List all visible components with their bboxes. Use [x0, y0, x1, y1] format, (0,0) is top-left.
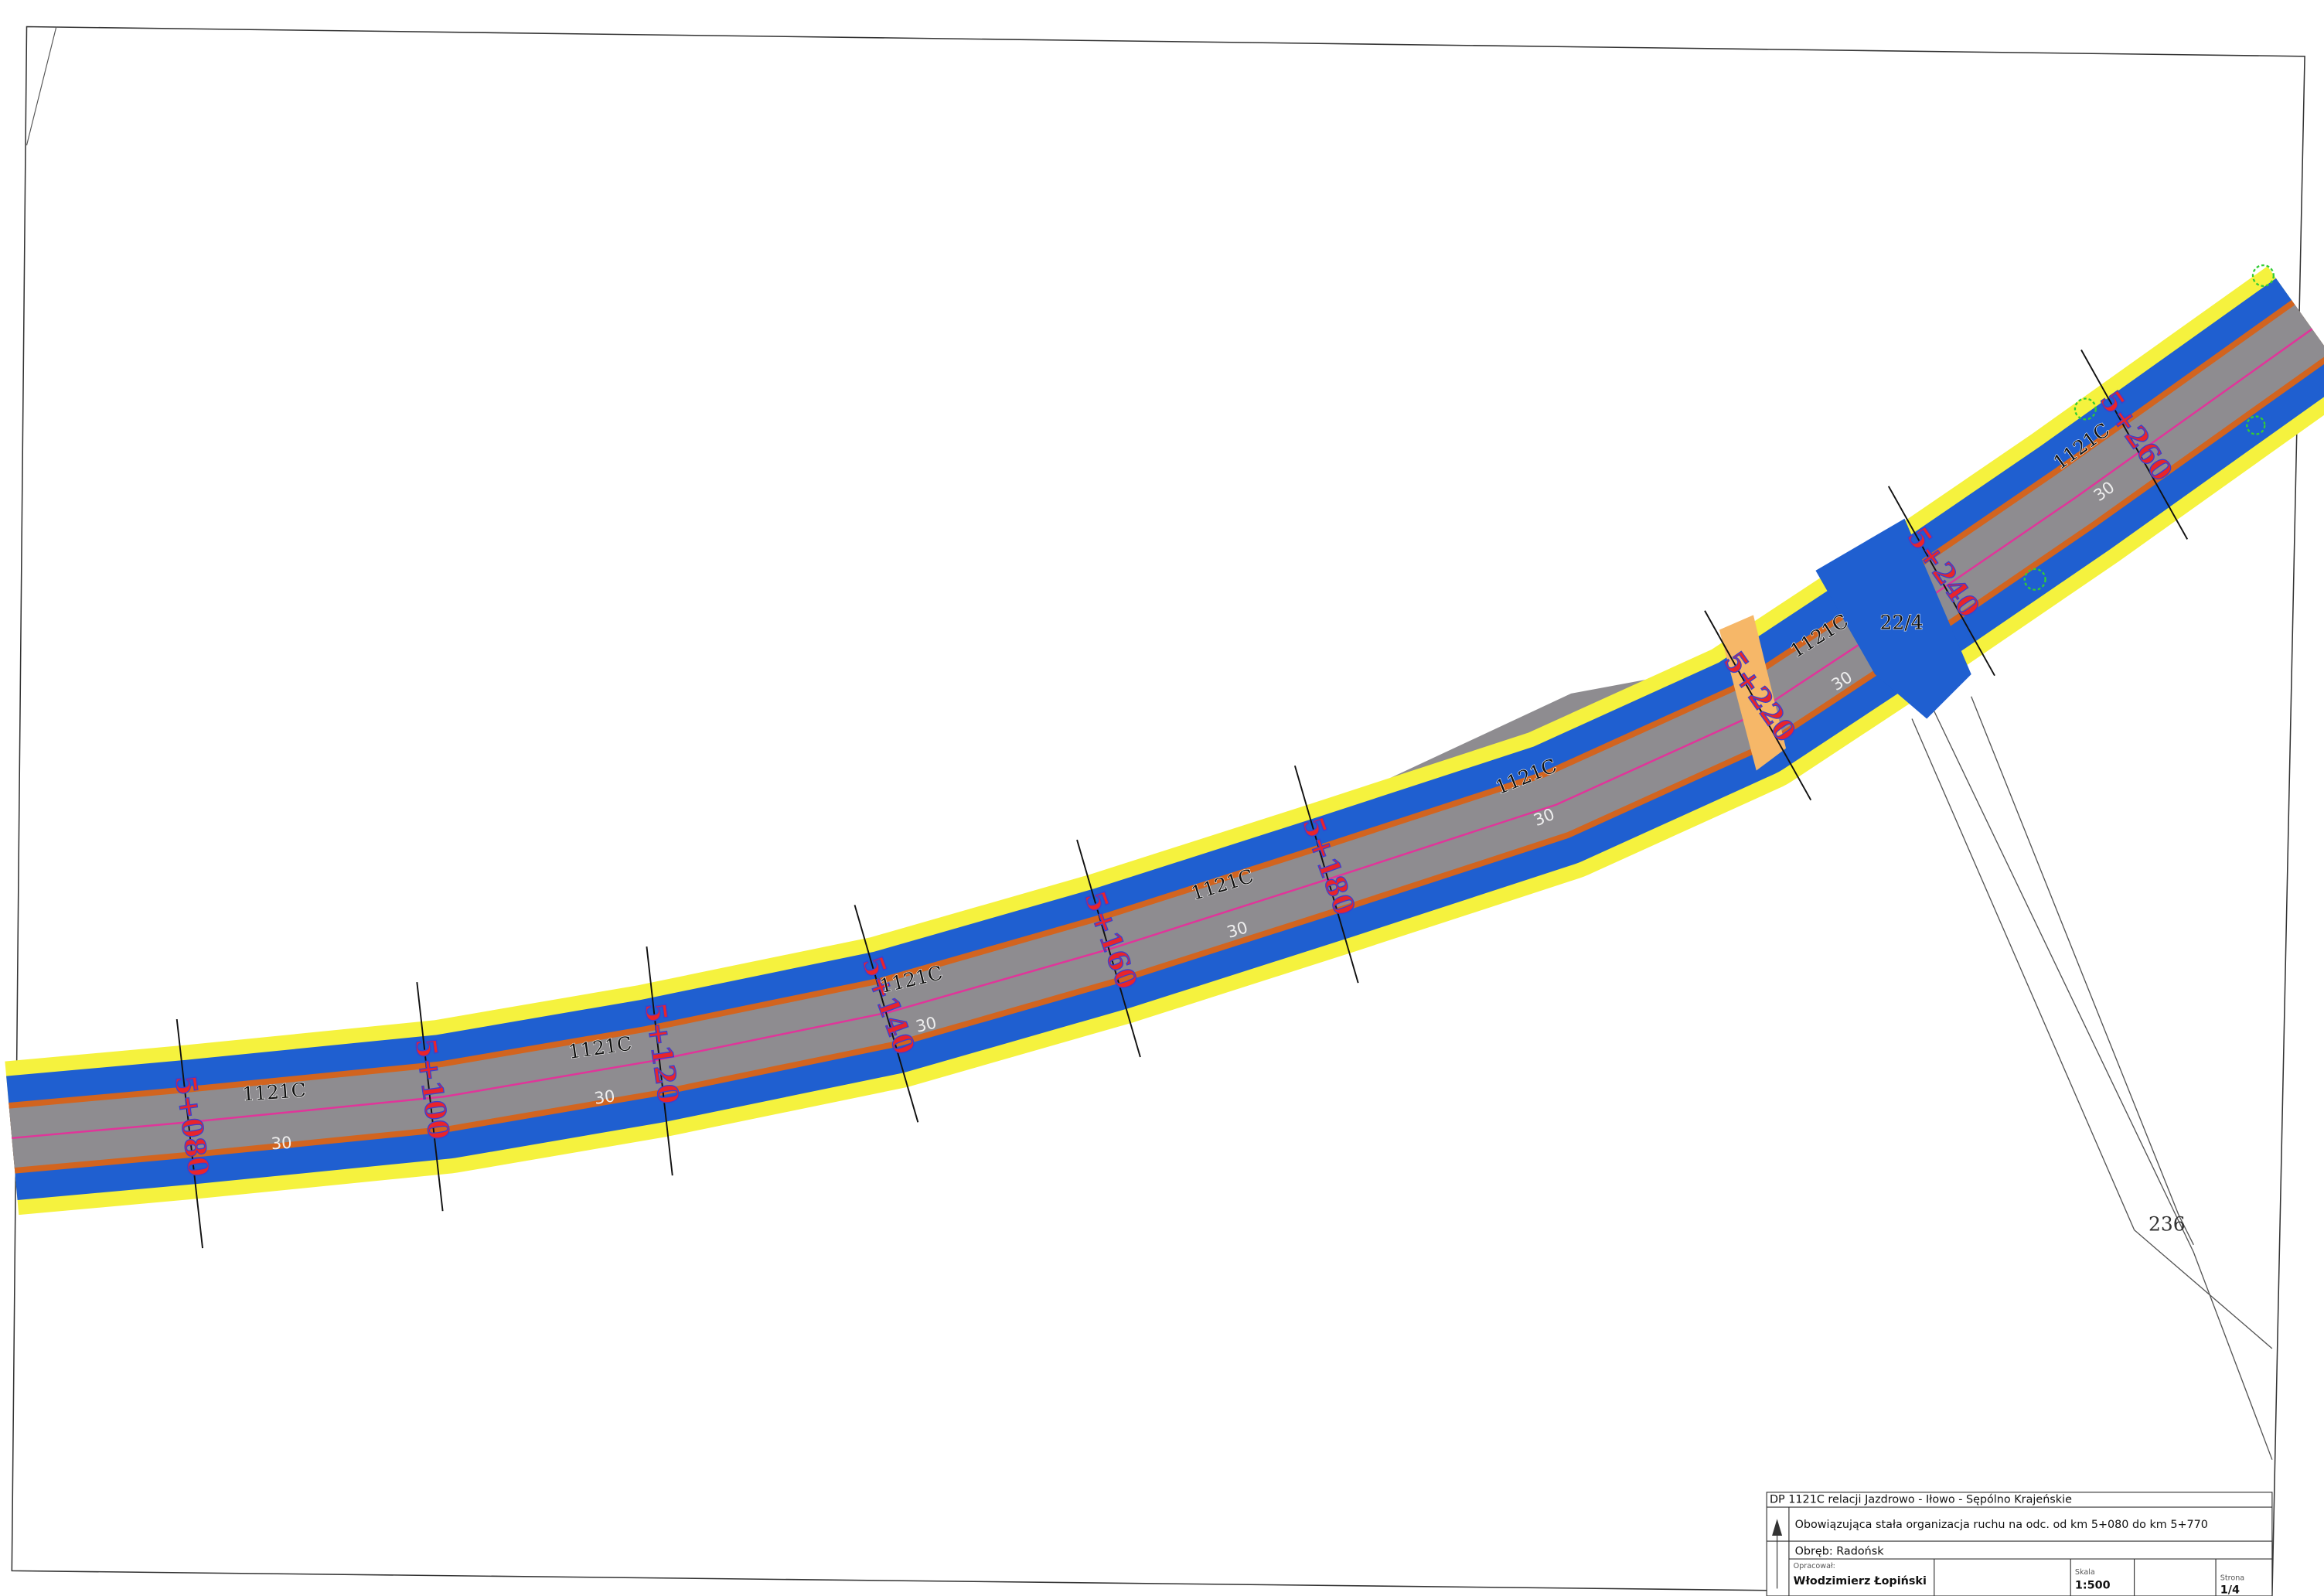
area: Obręb: Radońsk	[1795, 1546, 1885, 1558]
subject: Obowiązująca stała organizacja ruchu na …	[1795, 1519, 2208, 1531]
station-tick	[1704, 610, 1812, 801]
road-name: DP 1121C relacji Jazdrowo - Iłowo - Sępó…	[1770, 1493, 2072, 1506]
tree	[2246, 415, 2266, 435]
author-label: Opracował:	[1794, 1562, 1835, 1570]
verge	[5, 266, 2324, 1216]
station-tick	[1076, 839, 1141, 1058]
station-tick	[2080, 350, 2189, 540]
parcel-line	[1971, 696, 2194, 1246]
parcel-number: 22/4	[1880, 611, 1924, 633]
trees	[2023, 264, 2275, 591]
carriageway	[9, 305, 2324, 1168]
north-arrow-head	[1772, 1519, 1783, 1536]
road-number: 1121C	[241, 1079, 306, 1106]
road-edge	[9, 299, 2324, 1174]
centreline	[12, 328, 2313, 1140]
speed-limit: 30	[593, 1086, 616, 1107]
paved-area	[1815, 518, 1971, 719]
ditch	[6, 278, 2324, 1200]
sheet-frame	[11, 26, 2305, 1596]
parcel-line	[1934, 711, 2273, 1460]
title-block	[1766, 1492, 2273, 1596]
station-tick	[646, 946, 673, 1176]
page-label: Strona	[2220, 1574, 2244, 1583]
station-tick	[854, 905, 919, 1123]
author: Włodzimierz Łopiński	[1794, 1575, 1927, 1587]
tree	[2074, 397, 2097, 421]
parcel-line	[1911, 718, 2273, 1349]
boundary-line	[26, 26, 57, 145]
scale: 1:500	[2075, 1580, 2111, 1592]
road	[5, 266, 2324, 1216]
station-tick	[1293, 765, 1359, 984]
station-ticks	[175, 350, 2189, 1249]
station-tick	[1887, 486, 1995, 677]
page: 1/4	[2220, 1584, 2240, 1596]
labels: 5+080 5+100 5+120 5+1405+1605+1805+2205+240…	[168, 384, 2179, 1179]
station-tick	[416, 982, 444, 1212]
parcel-lines	[1911, 696, 2273, 1460]
speed-limit: 30	[271, 1133, 293, 1154]
speed-limit: 30	[914, 1013, 939, 1036]
scale-label: Skala	[2075, 1568, 2095, 1577]
station-tick	[175, 1018, 203, 1249]
title-block-frame	[1766, 1492, 2273, 1596]
access-road	[1719, 615, 1787, 771]
parcel-number: 236	[2149, 1212, 2186, 1235]
tree	[2251, 264, 2275, 288]
tree	[2023, 568, 2046, 591]
